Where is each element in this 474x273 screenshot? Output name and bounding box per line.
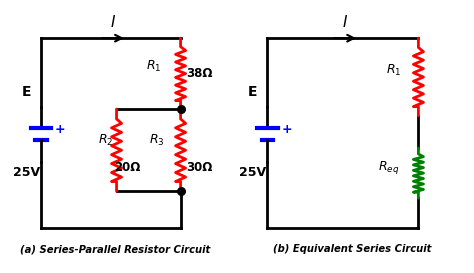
- Text: $R_2$: $R_2$: [98, 133, 113, 148]
- Text: 25V: 25V: [13, 166, 40, 179]
- Text: 20Ω: 20Ω: [114, 161, 141, 174]
- Text: 25V: 25V: [239, 166, 266, 179]
- Text: $R_1$: $R_1$: [386, 63, 401, 78]
- Text: (a) Series-Parallel Resistor Circuit: (a) Series-Parallel Resistor Circuit: [20, 244, 210, 254]
- Text: +: +: [55, 123, 65, 136]
- Text: +: +: [281, 123, 292, 136]
- Text: E: E: [22, 85, 31, 99]
- Text: $I$: $I$: [342, 14, 348, 30]
- Text: 38Ω: 38Ω: [187, 67, 213, 80]
- Text: E: E: [248, 85, 257, 99]
- Text: $I$: $I$: [110, 14, 116, 30]
- Text: (b) Equivalent Series Circuit: (b) Equivalent Series Circuit: [273, 244, 431, 254]
- Text: 30Ω: 30Ω: [187, 161, 213, 174]
- Text: $R_3$: $R_3$: [149, 133, 164, 148]
- Text: $R_{eq}$: $R_{eq}$: [378, 159, 399, 176]
- Text: $R_1$: $R_1$: [146, 59, 161, 74]
